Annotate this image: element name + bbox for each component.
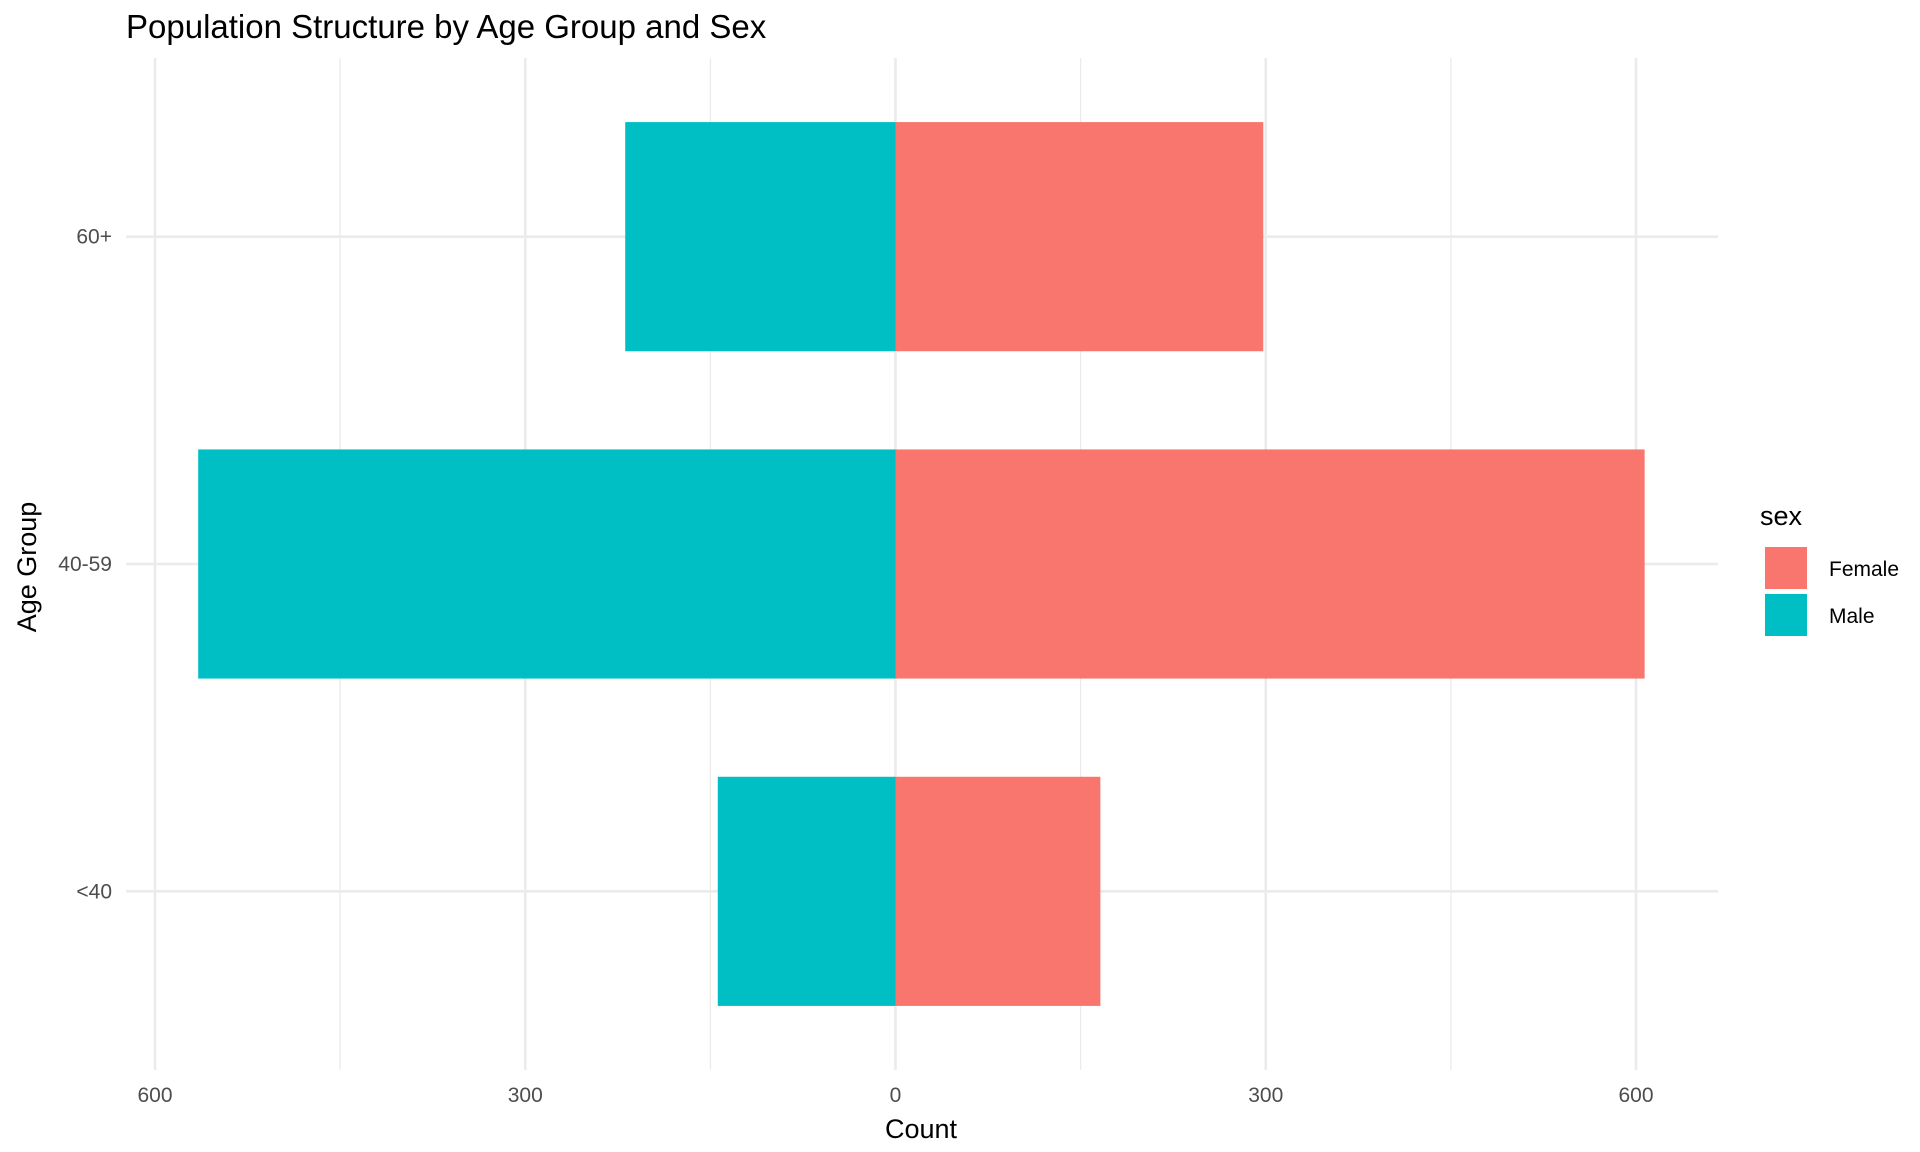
- y-tick-label: 40-59: [58, 553, 112, 576]
- x-tick-label: 300: [508, 1084, 543, 1107]
- bar-male-<40: [717, 776, 896, 1006]
- bar-female-40-59: [895, 449, 1645, 679]
- x-tick-label: 0: [890, 1084, 902, 1107]
- x-axis-title: Count: [885, 1114, 958, 1144]
- legend-label-female: Female: [1829, 558, 1899, 581]
- chart-title: Population Structure by Age Group and Se…: [126, 8, 767, 45]
- legend-swatch-female: [1765, 547, 1807, 589]
- y-tick-label: <40: [76, 880, 112, 903]
- legend-title: sex: [1760, 501, 1803, 531]
- legend-swatch-male: [1765, 594, 1807, 636]
- axis-layer: 600 300 0 300 600 <40 40-59 60+: [58, 226, 1653, 1107]
- bar-female-<40: [895, 776, 1101, 1006]
- x-tick-label: 600: [137, 1084, 172, 1107]
- x-tick-label: 300: [1248, 1084, 1283, 1107]
- legend-items: Female Male: [1765, 547, 1899, 636]
- y-axis-title: Age Group: [12, 502, 42, 633]
- bar-male-40-59: [198, 449, 896, 679]
- x-tick-label: 600: [1618, 1084, 1653, 1107]
- bar-male-60+: [625, 122, 896, 352]
- bar-female-60+: [895, 122, 1264, 352]
- bars-layer: [198, 122, 1645, 1006]
- y-tick-label: 60+: [76, 226, 112, 249]
- legend-label-male: Male: [1829, 605, 1875, 628]
- legend: sex Female Male: [1760, 501, 1899, 636]
